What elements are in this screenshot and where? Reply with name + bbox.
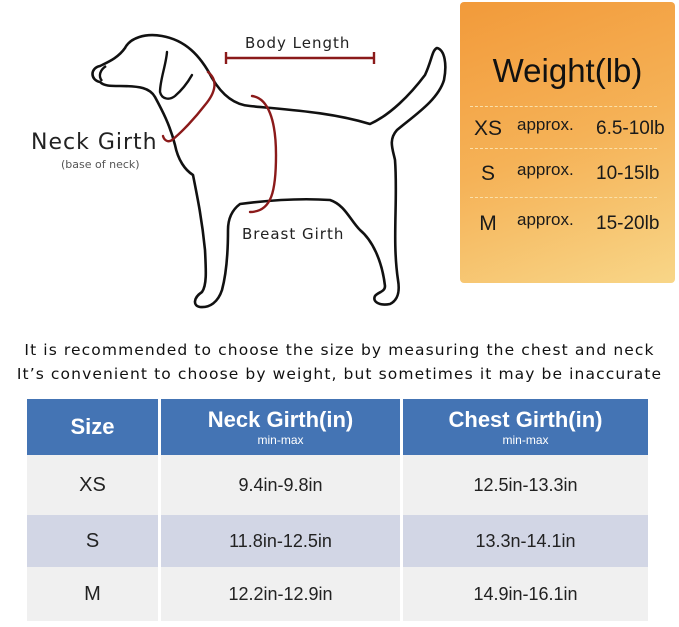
- cell-neck: 12.2in-12.9in: [161, 567, 400, 621]
- header-neck-girth: Neck Girth(in) min-max: [161, 399, 400, 455]
- body-length-bar: [224, 52, 376, 64]
- table-header: Size Neck Girth(in) min-max Chest Girth(i…: [27, 399, 648, 455]
- range: 15-20lb: [596, 213, 660, 234]
- body-length-label: Body Length: [245, 34, 351, 52]
- table-row: S 11.8in-12.5in 13.3n-14.1in: [27, 515, 648, 567]
- size-table: Size Neck Girth(in) min-max Chest Girth(i…: [24, 399, 651, 621]
- size: S: [480, 162, 495, 185]
- cell-chest: 14.9in-16.1in: [403, 567, 648, 621]
- header-sub: min-max: [502, 433, 549, 447]
- neck-girth-label: Neck Girth: [31, 130, 158, 155]
- note-line-2: It’s convenient to choose by weight, but…: [16, 365, 663, 383]
- cell-size: M: [27, 567, 158, 621]
- dog-nose: [98, 65, 107, 82]
- approx: approx.: [517, 115, 574, 134]
- dog-outline: [91, 33, 447, 309]
- weight-row-s: S approx. 10-15lb: [460, 152, 675, 196]
- weight-row-xs: XS approx. 6.5-10lb: [460, 107, 675, 151]
- cell-neck: 9.4in-9.8in: [161, 455, 400, 515]
- cell-size: S: [27, 515, 158, 567]
- dog-ear: [158, 50, 194, 100]
- dog-outline-diagram: [91, 33, 447, 309]
- neck-girth-measure: [161, 70, 216, 143]
- header-label: Size: [70, 414, 115, 439]
- divider: [470, 197, 657, 198]
- table-row: XS 9.4in-9.8in 12.5in-13.3in: [27, 455, 648, 515]
- header-chest-girth: Chest Girth(in) min-max: [403, 399, 648, 455]
- table-row: M 12.2in-12.9in 14.9in-16.1in: [27, 567, 648, 621]
- header-label: Neck Girth(in): [207, 407, 354, 432]
- weight-panel: Weight(lb) XS approx. 6.5-10lb S approx.…: [460, 2, 675, 283]
- breast-girth-measure: [248, 94, 278, 214]
- weight-row-m: M approx. 15-20lb: [460, 202, 675, 246]
- cell-chest: 13.3n-14.1in: [403, 515, 648, 567]
- note-line-1: It is recommended to choose the size by …: [24, 341, 655, 359]
- approx: approx.: [517, 210, 574, 229]
- neck-girth-note: (base of neck): [61, 158, 140, 171]
- range: 6.5-10lb: [596, 118, 665, 139]
- header-size: Size: [27, 399, 158, 455]
- weight-title: Weight(lb): [492, 52, 643, 89]
- cell-chest: 12.5in-13.3in: [403, 455, 648, 515]
- header-sub: min-max: [257, 433, 304, 447]
- range: 10-15lb: [596, 163, 660, 184]
- size: XS: [473, 117, 502, 140]
- cell-size: XS: [27, 455, 158, 515]
- header-label: Chest Girth(in): [448, 407, 603, 432]
- cell-neck: 11.8in-12.5in: [161, 515, 400, 567]
- size: M: [479, 212, 497, 235]
- breast-girth-label: Breast Girth: [242, 225, 345, 243]
- approx: approx.: [517, 160, 574, 179]
- divider: [470, 148, 657, 149]
- divider: [470, 106, 657, 107]
